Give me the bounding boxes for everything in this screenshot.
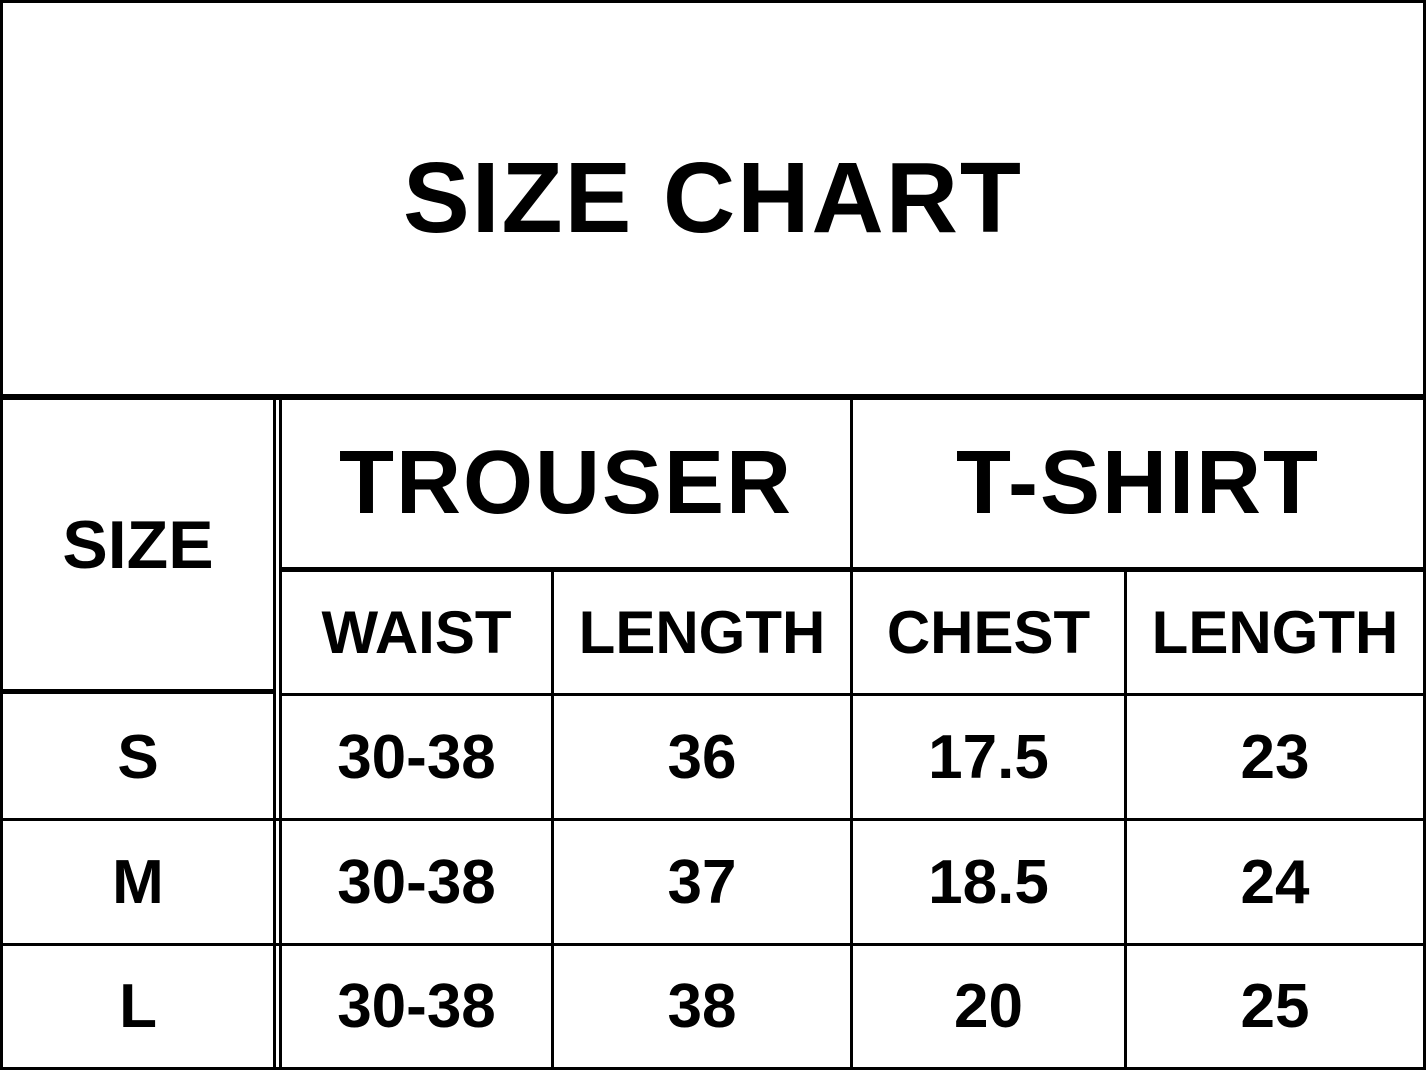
table-cell: 23 bbox=[1240, 722, 1310, 792]
group-col-divider bbox=[850, 398, 853, 1070]
group-header-tshirt: T-SHIRT bbox=[956, 433, 1320, 533]
header-bottom-left bbox=[0, 689, 276, 694]
size-col-divider-b bbox=[279, 398, 282, 1070]
table-cell: 30-38 bbox=[337, 972, 496, 1041]
row-size: L bbox=[119, 972, 157, 1041]
size-header: SIZE bbox=[62, 506, 214, 583]
title-divider bbox=[0, 394, 1426, 400]
row-divider-1 bbox=[0, 818, 1426, 821]
row-size: M bbox=[112, 847, 164, 917]
row-size: S bbox=[117, 722, 159, 792]
column-header-chest: CHEST bbox=[886, 599, 1091, 666]
border-top bbox=[0, 0, 1426, 3]
table-cell: 30-38 bbox=[337, 722, 496, 792]
column-header-waist: WAIST bbox=[321, 599, 512, 666]
border-bottom bbox=[0, 1067, 1426, 1070]
page-title: SIZE CHART bbox=[403, 142, 1023, 254]
border-right bbox=[1423, 0, 1426, 1070]
row-divider-2 bbox=[0, 943, 1426, 946]
column-header-tshirt-length: LENGTH bbox=[1151, 599, 1399, 666]
group-header-trouser: TROUSER bbox=[338, 433, 794, 533]
table-cell: 18.5 bbox=[928, 847, 1049, 917]
table-cell: 30-38 bbox=[337, 847, 496, 917]
table-cell: 38 bbox=[667, 972, 737, 1041]
table-cell: 24 bbox=[1240, 847, 1310, 917]
table-cell: 20 bbox=[954, 972, 1023, 1041]
border-left bbox=[0, 0, 3, 1070]
table-cell: 37 bbox=[667, 847, 737, 917]
table-cell: 25 bbox=[1240, 972, 1310, 1041]
table-cell: 17.5 bbox=[928, 722, 1049, 792]
column-header-trouser-length: LENGTH bbox=[578, 599, 826, 666]
header-bottom bbox=[279, 693, 1426, 696]
table-cell: 36 bbox=[667, 722, 737, 792]
size-col-divider-a bbox=[273, 398, 276, 1070]
